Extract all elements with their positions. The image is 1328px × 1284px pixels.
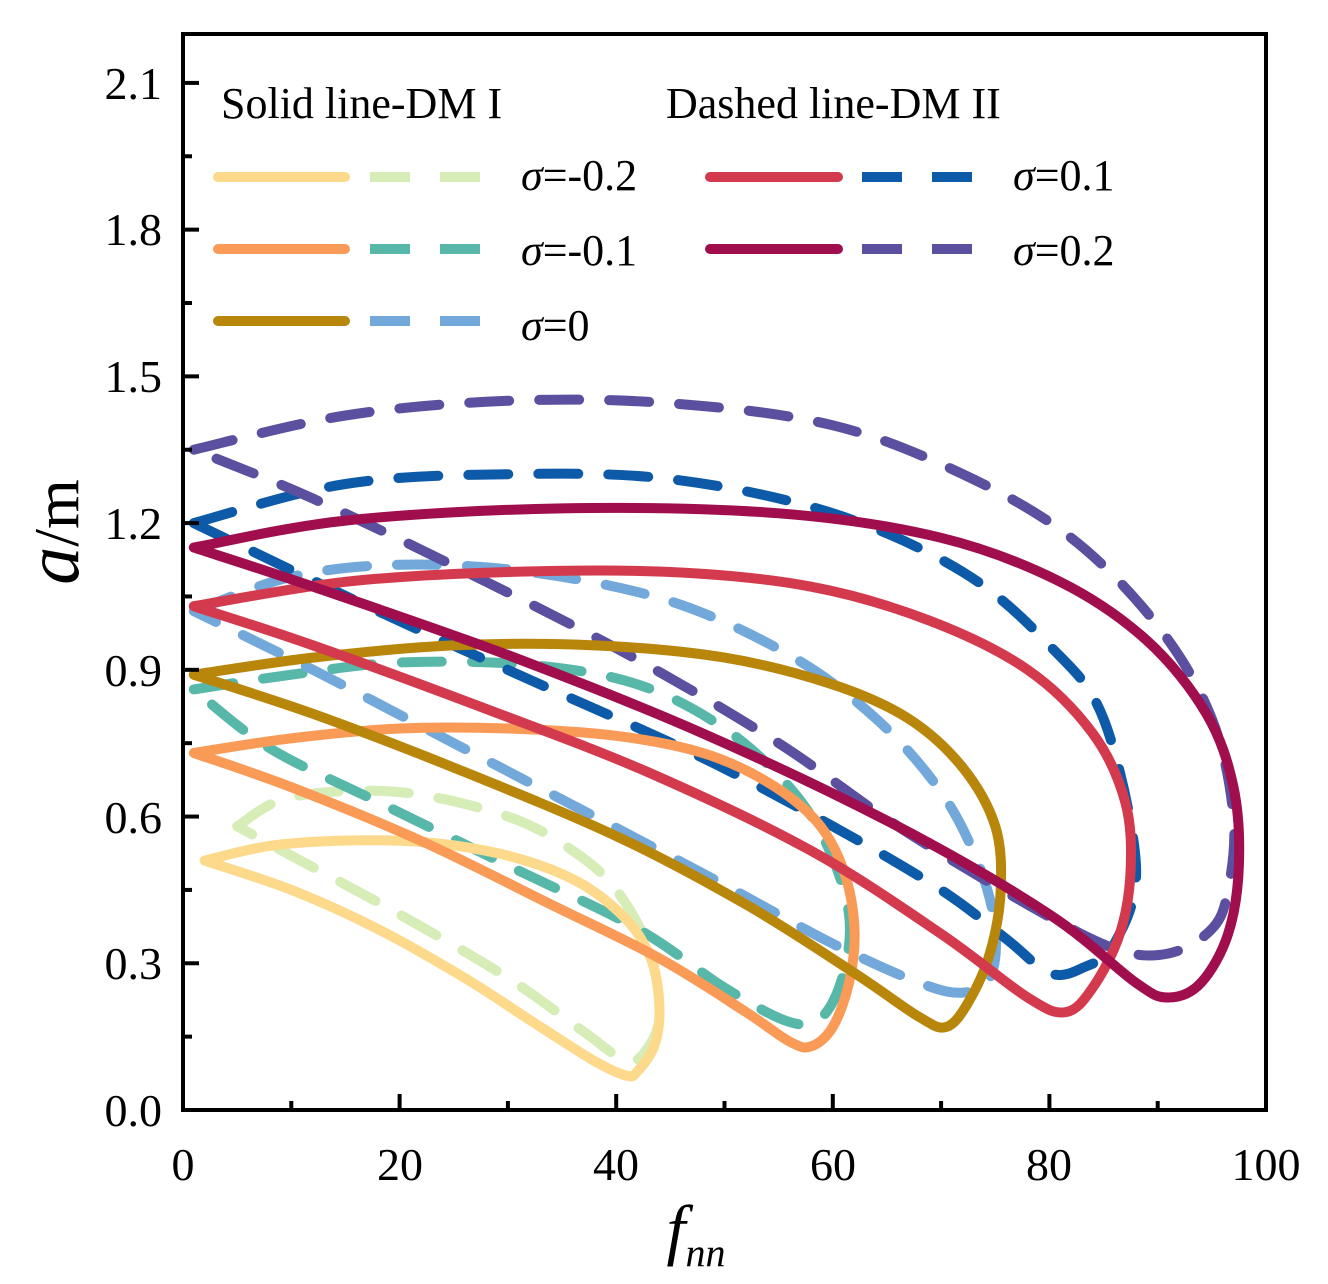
y-tick-label: 0.6 [105, 792, 163, 843]
legend-label-value: =0.1 [1035, 151, 1115, 200]
sigma-symbol: σ [521, 151, 545, 200]
axis-ticks [181, 80, 1268, 1112]
x-tick-label: 60 [810, 1139, 856, 1190]
series-line [188, 565, 1137, 1018]
series-line [188, 656, 855, 1030]
sigma-symbol: σ [521, 226, 545, 275]
series-line [188, 394, 1240, 961]
y-tick-label: 2.1 [105, 58, 163, 109]
y-tick-label: 1.5 [105, 351, 163, 402]
x-axis-title: fnn [667, 1191, 726, 1275]
y-tick-label: 0.0 [105, 1085, 163, 1136]
legend-label-sigma-0.1: σ=0.1 [1013, 151, 1115, 200]
x-tick-label: 40 [593, 1139, 639, 1190]
legend-label-sigma-0.2: σ=0.2 [1013, 226, 1115, 275]
x-axis-title-sub: nn [685, 1230, 725, 1275]
x-tick-label: 100 [1232, 1139, 1301, 1190]
sigma-symbol: σ [1013, 151, 1037, 200]
sigma-symbol: σ [1013, 226, 1037, 275]
legend-label-value: =-0.2 [543, 151, 637, 200]
series-line [188, 502, 1245, 1003]
legend-header-dashed: Dashed line-DM II [666, 79, 1001, 128]
x-tick-label: 20 [377, 1139, 423, 1190]
y-tick-label: 0.9 [105, 645, 163, 696]
legend-label-sigma-neg-0.1: σ=-0.1 [521, 226, 637, 275]
y-tick-label: 1.8 [105, 204, 163, 255]
legend-label-sigma-neg-0.2: σ=-0.2 [521, 151, 637, 200]
series-line [232, 785, 665, 1067]
y-axis-title-italic: a [11, 547, 95, 585]
y-tick-label: 0.3 [105, 938, 163, 989]
y-tick-label: 1.2 [105, 498, 163, 549]
legend-label-value: =0 [543, 301, 590, 350]
legend-label-value: =-0.1 [543, 226, 637, 275]
data-curves [188, 394, 1245, 1082]
legend-header-solid: Solid line-DM I [221, 79, 502, 128]
legend-swatches [213, 172, 993, 326]
y-axis-title-rest: /m [21, 479, 92, 547]
legend-label-value: =0.2 [1035, 226, 1115, 275]
y-axis-title: a/m [11, 479, 95, 585]
x-tick-label: 80 [1026, 1139, 1072, 1190]
x-tick-label: 0 [172, 1139, 195, 1190]
sigma-symbol: σ [521, 301, 545, 350]
legend-label-sigma-0: σ=0 [521, 301, 590, 350]
series-line [188, 638, 1007, 1033]
